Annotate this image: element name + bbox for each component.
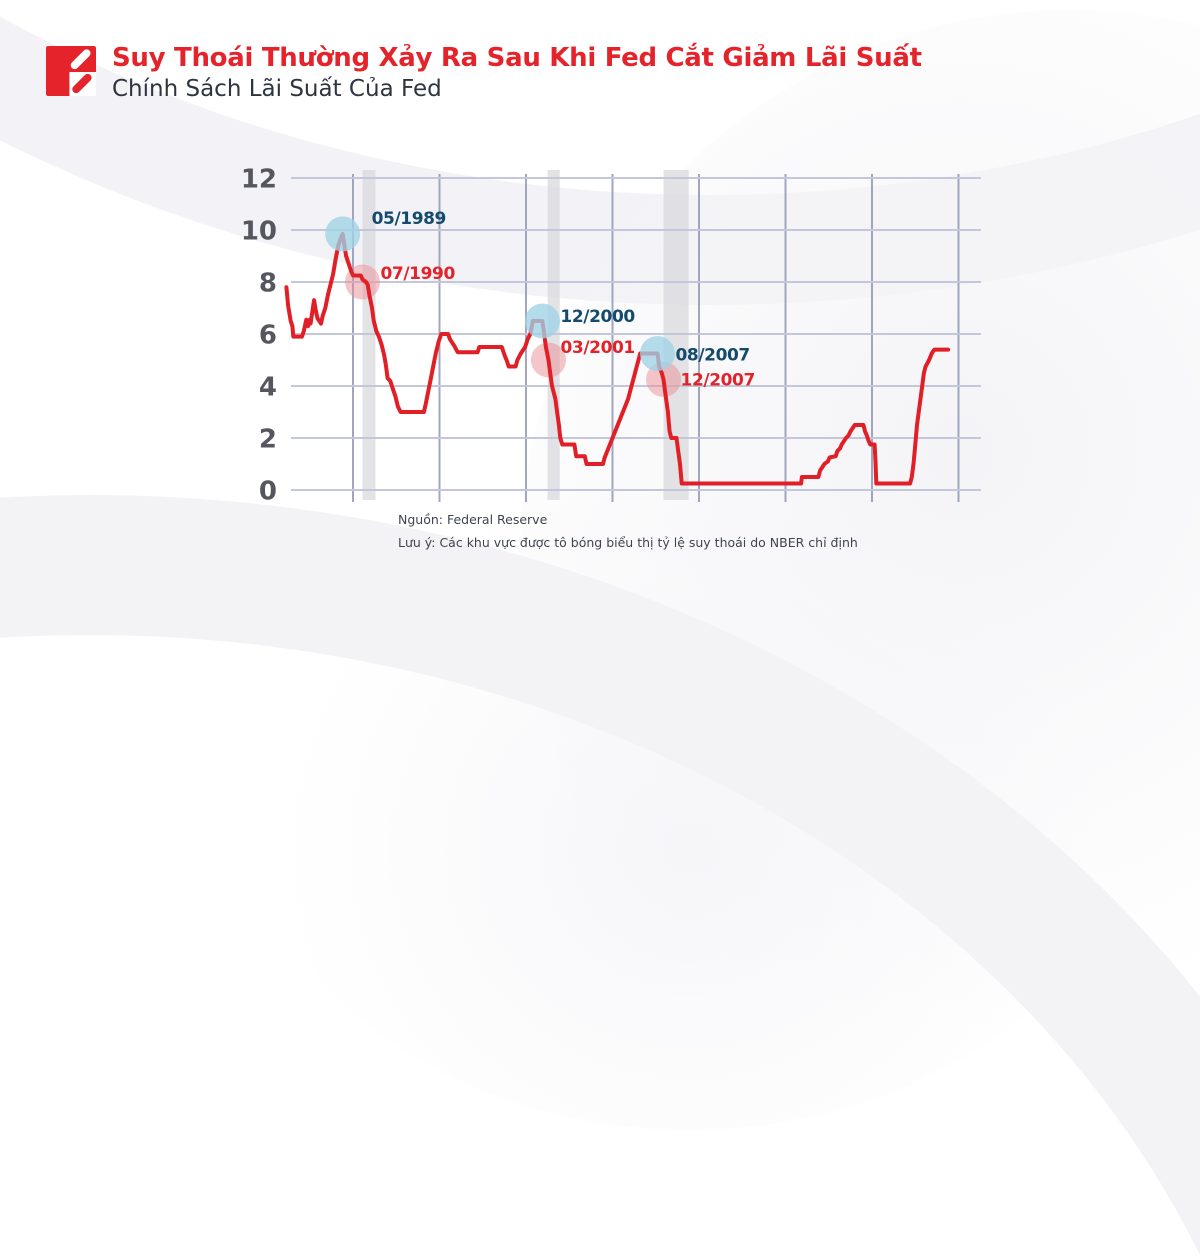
y-axis-tick-label: 4 — [259, 373, 277, 403]
y-axis-tick-label: 8 — [259, 269, 277, 299]
y-axis-tick-label: 10 — [241, 217, 277, 247]
peak-date-label: 12/2000 — [560, 307, 635, 327]
peak-date-label: 05/1989 — [372, 209, 446, 229]
chart-notes: Nguồn: Federal Reserve Lưu ý: Các khu vự… — [398, 511, 858, 557]
y-axis-tick-label: 12 — [241, 165, 277, 195]
rate-peak-marker — [524, 303, 560, 339]
cut-date-label: 12/2007 — [681, 371, 755, 391]
rate-peak-marker — [639, 336, 675, 371]
page-title: Suy Thoái Thường Xảy Ra Sau Khi Fed Cắt … — [112, 43, 922, 73]
y-axis-tick-label: 6 — [259, 321, 277, 351]
y-axis-tick-label: 2 — [259, 425, 277, 455]
title-block: Suy Thoái Thường Xảy Ra Sau Khi Fed Cắt … — [112, 42, 922, 104]
page-subtitle: Chính Sách Lãi Suất Của Fed — [112, 76, 442, 102]
brand-logo — [46, 46, 96, 96]
y-axis-tick-label: 0 — [259, 477, 277, 507]
source-note: Nguồn: Federal Reserve — [398, 512, 548, 527]
cut-date-label: 03/2001 — [560, 338, 634, 358]
rate-peak-marker — [325, 216, 361, 252]
red-flag-pen-icon — [46, 46, 96, 96]
peak-date-label: 08/2007 — [675, 346, 749, 366]
cut-date-label: 07/1990 — [381, 264, 456, 284]
header: Suy Thoái Thường Xảy Ra Sau Khi Fed Cắt … — [46, 42, 922, 104]
shading-note: Lưu ý: Các khu vực được tô bóng biểu thị… — [398, 535, 858, 550]
